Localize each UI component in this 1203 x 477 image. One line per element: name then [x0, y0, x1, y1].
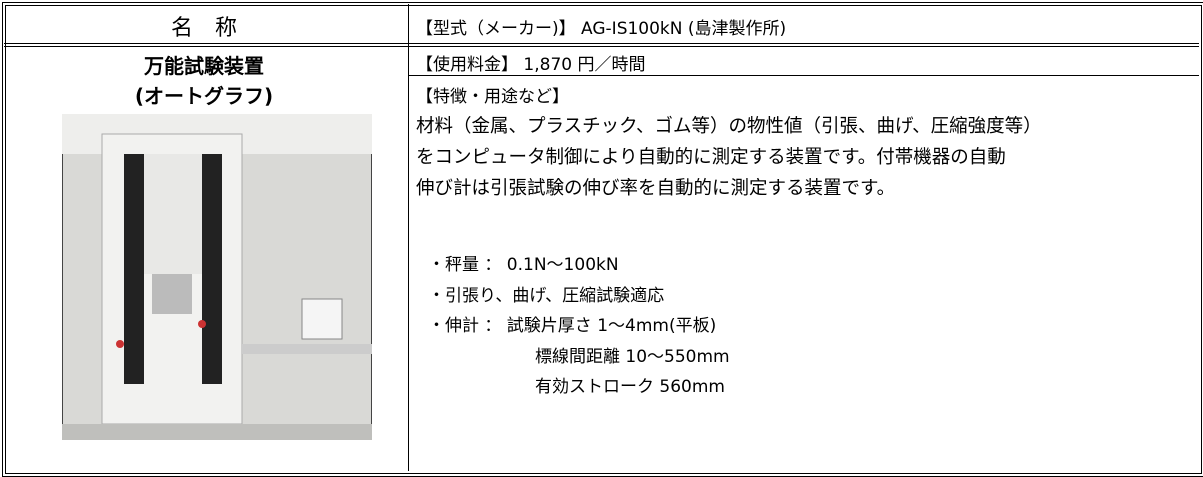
description: 伸び計は引張試験の伸び率を自動的に測定する装置です。	[416, 178, 896, 199]
equipment-name: (オートグラフ)	[134, 84, 274, 108]
equipment-photo	[62, 114, 372, 440]
features-heading: 【特徴・用途など】	[416, 87, 569, 107]
spec: ・秤量 ： 0.1N～100kN	[428, 255, 619, 275]
spec: 有効ストローク 560mm	[535, 377, 725, 397]
description: をコンピュータ制御により自動的に測定する装置です。付帯機器の自動	[416, 147, 1006, 168]
column-divider	[408, 4, 409, 471]
spec: ・引張り、曲げ、圧縮試験適応	[428, 286, 665, 306]
row-divider	[408, 75, 1199, 76]
name-label: 名 称	[170, 16, 237, 41]
row-divider	[4, 46, 1199, 47]
equipment-name: 万能試験装置	[144, 54, 264, 78]
row-divider	[4, 43, 1199, 44]
description: 材料（金属、プラスチック、ゴム等）の物性値（引張、曲げ、圧縮強度等）	[416, 116, 1042, 137]
spec: ・伸計 ： 試験片厚さ 1～4mm(平板)	[428, 316, 717, 336]
spec: 標線間距離 10～550mm	[535, 347, 730, 367]
fee: 【使用料金】 1,870 円／時間	[416, 55, 646, 75]
model: 【型式（メーカー)】 AG-IS100kN (島津製作所)	[416, 19, 787, 39]
